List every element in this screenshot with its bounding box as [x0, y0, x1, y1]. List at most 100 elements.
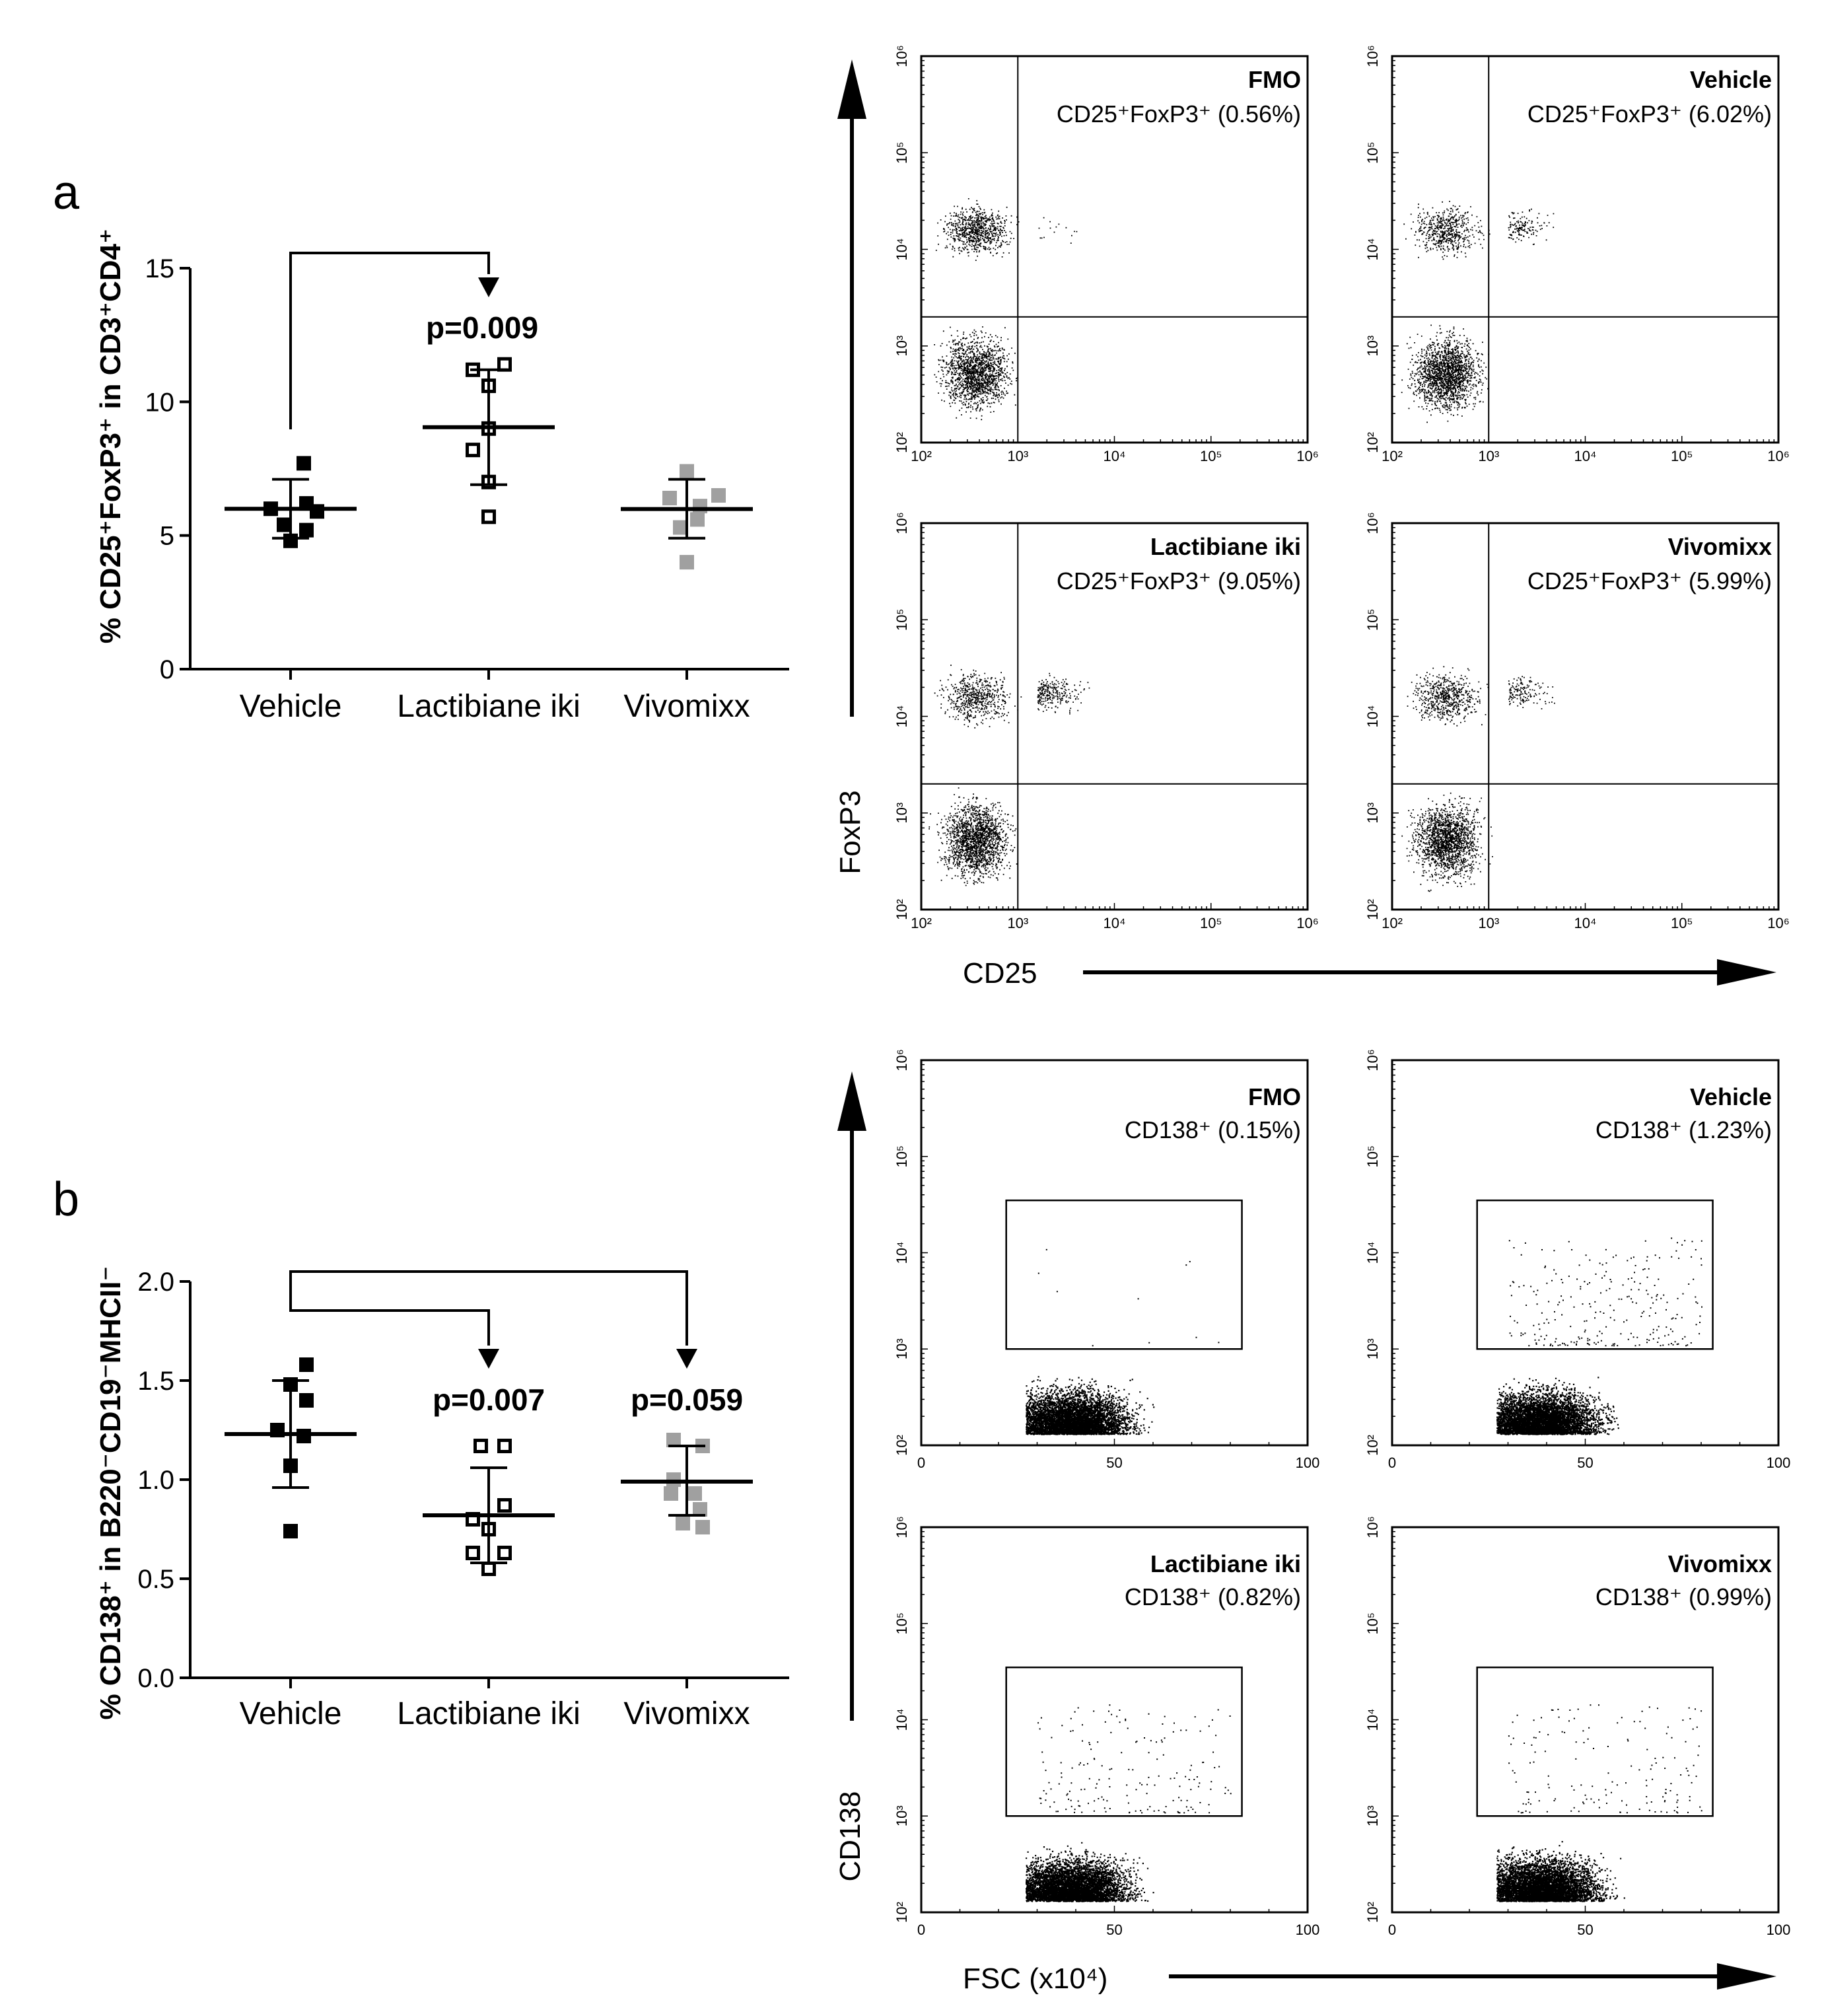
- x-tick-label: 10⁶: [1296, 448, 1319, 464]
- plot-title: Vehicle: [1690, 66, 1772, 93]
- y-tick-label: 10⁶: [1364, 512, 1381, 534]
- x-tick-label: 10³: [1007, 448, 1028, 464]
- data-point: [481, 1562, 496, 1576]
- y-tick-label: 10⁶: [1364, 45, 1381, 67]
- data-point: [310, 504, 324, 519]
- event-dots: [1026, 1248, 1220, 1435]
- scatter-b-category-vehicle: Vehicle: [240, 1696, 342, 1731]
- plot-statistic: CD138⁺ (0.82%): [1125, 1583, 1301, 1610]
- x-tick-label: 10²: [911, 448, 932, 464]
- scatter-chart-a: % CD25⁺FoxP3⁺ in CD3⁺CD4⁺ 0 5 10 15 Vehicle…: [94, 229, 789, 724]
- gate-box: [1005, 1199, 1243, 1350]
- y-tick-label: 10⁵: [894, 1612, 910, 1635]
- plot-frame: [1391, 1059, 1780, 1447]
- y-tick-label: 10²: [894, 1902, 910, 1923]
- plot-title: FMO: [1248, 66, 1301, 93]
- y-tick-label: 10³: [1364, 1805, 1381, 1826]
- x-tick-label: 0: [917, 1922, 925, 1938]
- data-point: [466, 443, 480, 458]
- y-tick-label: 10³: [894, 1805, 910, 1826]
- y-tick-label: 10³: [1364, 803, 1381, 824]
- x-tick-label: 10⁶: [1296, 915, 1319, 931]
- data-point: [474, 1439, 488, 1453]
- scatter-a-category-vehicle: Vehicle: [240, 689, 342, 724]
- gate-box: [1005, 1666, 1243, 1817]
- x-tick-label: 10²: [1382, 915, 1403, 931]
- y-tick-label: 10²: [1364, 1902, 1381, 1923]
- scatter-b-category-vivomixx: Vivomixx: [623, 1696, 750, 1731]
- data-point: [497, 1439, 512, 1453]
- gate-box: [1476, 1666, 1714, 1817]
- comparison-arrowhead: [478, 277, 499, 297]
- y-tick-label: 10⁵: [1364, 608, 1381, 631]
- x-tick-label: 50: [1577, 1922, 1593, 1938]
- y-tick-label: 10⁴: [894, 1709, 910, 1731]
- y-tick-label: 10⁴: [1364, 238, 1381, 261]
- y-tick-label: 10²: [894, 1435, 910, 1456]
- plot-statistic: CD25⁺FoxP3⁺ (6.02%): [1527, 100, 1772, 127]
- scatter-b-category-lactibiane: Lactibiane iki: [397, 1696, 580, 1731]
- event-dots: [934, 198, 1078, 421]
- data-point: [277, 517, 291, 532]
- flow-cytometry-foxp3: FoxP3 CD25 10²10²10³10³10⁴10⁴10⁵10⁵10⁶10…: [834, 45, 1790, 990]
- scatter-a-category-vivomixx: Vivomixx: [623, 689, 750, 724]
- x-tick-label: 0: [1388, 1455, 1396, 1471]
- data-point: [711, 487, 726, 503]
- plot-statistic: CD138⁺ (1.23%): [1596, 1116, 1772, 1143]
- x-tick-label: 100: [1296, 1455, 1320, 1471]
- cd25-axis-label: CD25: [963, 957, 1037, 990]
- cd138-axis-label: CD138: [834, 1791, 866, 1882]
- scatter-b-ylabel: % CD138⁺ in B220⁻CD19⁻MHCII⁻: [94, 1266, 127, 1719]
- x-tick-label: 10⁴: [1104, 448, 1126, 464]
- event-dots: [1401, 666, 1555, 892]
- data-point: [687, 1486, 702, 1501]
- comparison-arrowhead: [676, 1349, 697, 1369]
- y-tick-label: 10⁵: [1364, 141, 1381, 164]
- x-tick-label: 10⁶: [1767, 915, 1790, 931]
- y-tick-label: 10⁶: [894, 1049, 910, 1071]
- data-point: [680, 555, 694, 570]
- y-tick-label: 10²: [894, 432, 910, 453]
- data-point: [693, 1502, 707, 1517]
- x-tick-label: 50: [1577, 1455, 1593, 1471]
- y-tick-label: 1.5: [137, 1367, 174, 1396]
- data-point: [497, 1498, 512, 1513]
- data-point: [690, 512, 705, 527]
- plot-title: FMO: [1248, 1083, 1301, 1110]
- cd138-axis-arrowhead: [837, 1071, 866, 1131]
- y-tick-label: 10⁵: [1364, 1612, 1381, 1635]
- plot-title: Vivomixx: [1668, 1550, 1772, 1577]
- plot-statistic: CD138⁺ (0.15%): [1125, 1116, 1301, 1143]
- y-tick-label: 10⁵: [894, 141, 910, 164]
- x-tick-label: 10²: [911, 915, 932, 931]
- y-tick-label: 10⁴: [894, 1242, 910, 1264]
- x-tick-label: 10⁵: [1200, 448, 1222, 464]
- plot-statistic: CD25⁺FoxP3⁺ (9.05%): [1057, 567, 1301, 594]
- data-point: [299, 1357, 314, 1372]
- comparison-bracket: [289, 1291, 490, 1346]
- flow-plot-fmo: 10² 10³ 10⁴ 10⁵ 10⁶ 0 50 100 FMO CD138⁺ (0.15%): [894, 1049, 1319, 1471]
- plot-statistic: CD138⁺ (0.99%): [1596, 1583, 1772, 1610]
- data-point: [481, 509, 496, 524]
- y-tick-label: 10⁴: [1364, 1242, 1381, 1264]
- x-tick-label: 10³: [1478, 448, 1499, 464]
- event-dots: [1026, 1704, 1232, 1902]
- y-tick-label: 10⁴: [1364, 1709, 1381, 1731]
- scatter-a-ylabel: % CD25⁺FoxP3⁺ in CD3⁺CD4⁺: [94, 229, 127, 643]
- scatter-a-pvalue: p=0.009: [426, 310, 538, 345]
- plot-frame: [1391, 1526, 1780, 1914]
- plot-statistic: CD25⁺FoxP3⁺ (0.56%): [1057, 100, 1301, 127]
- y-tick-label: 0: [160, 655, 174, 684]
- fsc-axis-label: FSC (x10⁴): [963, 1962, 1107, 1995]
- y-tick-label: 10²: [1364, 899, 1381, 920]
- y-tick-label: 10²: [1364, 1435, 1381, 1456]
- x-tick-label: 10⁶: [1767, 448, 1790, 464]
- data-point: [673, 520, 687, 535]
- y-tick-label: 10⁵: [894, 1145, 910, 1168]
- y-tick-label: 10³: [894, 1338, 910, 1359]
- plot-title: Vivomixx: [1668, 533, 1772, 560]
- y-tick-label: 0.5: [137, 1565, 174, 1594]
